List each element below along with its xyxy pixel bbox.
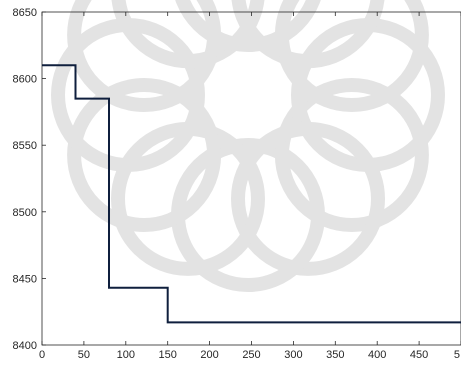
x-tick-label: 50 (78, 349, 90, 361)
series-line (42, 64, 461, 324)
y-tick-label: 8450 (13, 273, 37, 285)
y-axis: 8400 8450 8500 8550 8600 8650 (13, 7, 46, 352)
x-tick-label: 400 (368, 349, 386, 361)
y-tick-label: 8550 (13, 140, 37, 152)
x-tick-label: 450 (410, 349, 428, 361)
y-tick-label: 8500 (13, 207, 37, 219)
watermark-logo (51, 0, 445, 292)
watermark-rosette (51, 0, 445, 292)
x-tick-label: 200 (200, 349, 218, 361)
x-tick-label: 5 (454, 349, 460, 361)
y-tick-label: 8650 (13, 7, 37, 19)
x-tick-label: 0 (39, 349, 45, 361)
x-tick-label: 150 (159, 349, 177, 361)
y-tick-label: 8400 (13, 340, 37, 352)
x-axis: 0 50 100 150 200 250 300 350 400 450 5 (39, 12, 461, 361)
x-tick-label: 300 (284, 349, 302, 361)
x-tick-label: 100 (117, 349, 135, 361)
y-tick-label: 8600 (13, 74, 37, 86)
x-tick-label: 250 (242, 349, 260, 361)
x-tick-label: 350 (326, 349, 344, 361)
series-layer (42, 64, 461, 324)
